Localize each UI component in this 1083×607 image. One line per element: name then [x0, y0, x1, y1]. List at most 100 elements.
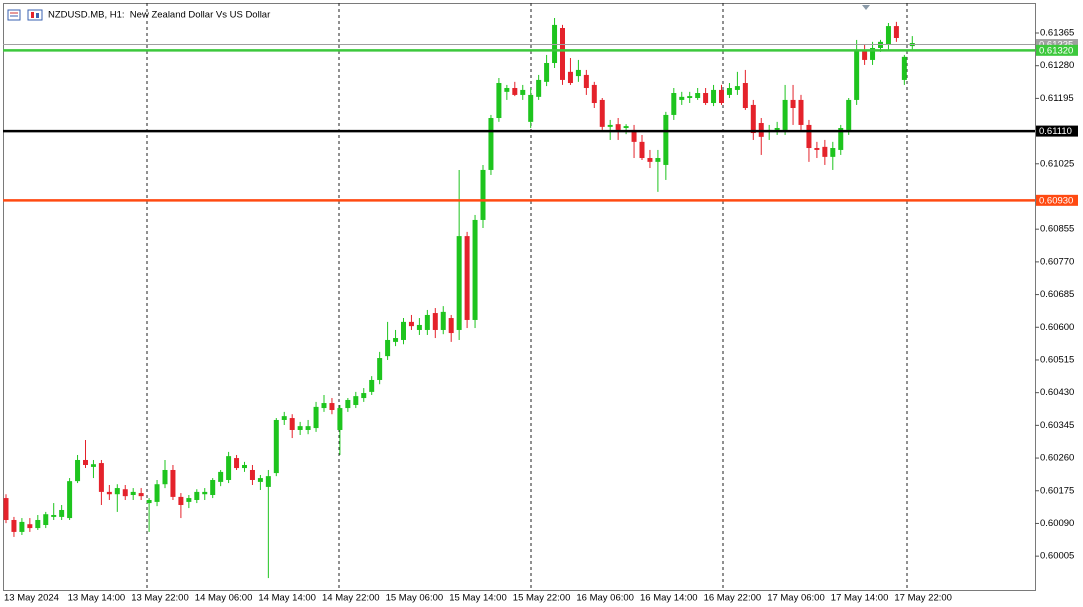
- candle-body: [615, 124, 621, 130]
- y-tick-label: 0.60685: [1040, 289, 1074, 300]
- x-tick-label: 15 May 14:00: [449, 593, 507, 604]
- candle-body: [305, 426, 311, 430]
- candle-body: [679, 96, 685, 100]
- candle-body: [345, 399, 351, 409]
- candle-body: [790, 99, 796, 109]
- candle-body: [281, 416, 287, 420]
- candle-body: [870, 48, 876, 60]
- price-level-label: 0.60930: [1039, 195, 1073, 206]
- candle-body: [806, 124, 812, 149]
- candle-body: [265, 476, 271, 487]
- x-tick-label: 15 May 22:00: [513, 593, 571, 604]
- candle-body: [496, 83, 502, 119]
- candle-body: [297, 426, 303, 430]
- candle-body: [655, 158, 661, 162]
- y-tick-label: 0.60090: [1040, 518, 1074, 529]
- candle-body: [3, 498, 9, 520]
- candle-body: [90, 464, 96, 467]
- icon: [7, 9, 21, 21]
- candle-body: [178, 496, 184, 505]
- x-tick-label: 14 May 14:00: [258, 593, 316, 604]
- candle-body: [544, 63, 550, 82]
- x-tick-label: 13 May 14:00: [68, 593, 126, 604]
- candle-body: [854, 49, 860, 100]
- candle-body: [711, 89, 717, 104]
- candle-body: [480, 169, 486, 220]
- candle-body: [591, 84, 597, 104]
- candle-body: [75, 459, 81, 482]
- candle-body: [512, 88, 518, 95]
- candle-body: [631, 129, 637, 142]
- candle-body: [416, 324, 422, 330]
- candle-body: [703, 93, 709, 104]
- candle-body: [122, 489, 128, 497]
- candle-body: [106, 491, 112, 495]
- candle-body: [321, 403, 327, 409]
- x-tick-label: 17 May 14:00: [831, 593, 889, 604]
- candle-body: [607, 124, 613, 127]
- candle-body: [83, 459, 88, 465]
- candle-body: [750, 104, 756, 134]
- candle-body: [623, 126, 629, 129]
- candle-body: [59, 509, 65, 517]
- candle-body: [440, 311, 446, 330]
- candle-body: [520, 89, 526, 95]
- x-tick-label: 17 May 22:00: [894, 593, 952, 604]
- candle-body: [337, 408, 343, 430]
- candle-body: [257, 478, 263, 482]
- candle-body: [242, 464, 247, 469]
- candle-body: [234, 458, 240, 469]
- candle-body: [663, 114, 669, 165]
- candle-body: [408, 321, 414, 327]
- candle-body: [130, 491, 136, 495]
- candle-body: [552, 24, 558, 64]
- candle-body: [361, 393, 367, 399]
- candle-body: [838, 128, 844, 150]
- candle-body: [687, 96, 693, 99]
- candle-body: [67, 481, 73, 519]
- x-tick-label: 14 May 06:00: [195, 593, 253, 604]
- candle-body: [885, 26, 891, 45]
- candle-body: [329, 403, 335, 410]
- candle-body: [448, 318, 454, 334]
- candle-body: [695, 93, 701, 99]
- candle-body: [464, 236, 470, 320]
- x-tick-label: 13 May 2024: [4, 593, 59, 604]
- price-level-tag: [1036, 194, 1078, 206]
- candle-body: [27, 524, 33, 529]
- candle-body: [742, 83, 748, 109]
- y-tick-label: 0.60005: [1040, 551, 1074, 562]
- candle-body: [583, 74, 589, 89]
- candle-body: [43, 514, 49, 525]
- candle-body: [472, 219, 478, 320]
- candle-body: [154, 484, 160, 502]
- candle-body: [575, 69, 581, 77]
- candle-body: [138, 493, 144, 497]
- candle-body: [504, 88, 510, 92]
- y-tick-label: 0.60770: [1040, 256, 1074, 267]
- candle-body: [170, 469, 176, 497]
- candle-body: [51, 514, 57, 517]
- candle-body: [146, 499, 152, 504]
- candle-body: [647, 158, 653, 162]
- candle-body: [432, 313, 438, 330]
- candle-body: [186, 498, 192, 502]
- y-tick-label: 0.60600: [1040, 322, 1074, 333]
- candle-body: [369, 379, 375, 392]
- candle-body: [560, 28, 565, 80]
- candle-body: [814, 148, 820, 150]
- symbol-icons: [7, 9, 43, 21]
- price-level-label: 0.61110: [1039, 126, 1072, 137]
- y-tick-label: 0.60345: [1040, 420, 1074, 431]
- candle-body: [226, 456, 232, 480]
- price-level-tag: [1036, 125, 1078, 137]
- candle-body: [353, 396, 359, 405]
- candle-body: [536, 79, 542, 97]
- candle-body: [893, 26, 899, 39]
- candle-body: [19, 521, 25, 532]
- candle-body: [202, 491, 208, 495]
- x-tick-label: 15 May 06:00: [386, 593, 444, 604]
- x-tick-label: 16 May 06:00: [576, 593, 634, 604]
